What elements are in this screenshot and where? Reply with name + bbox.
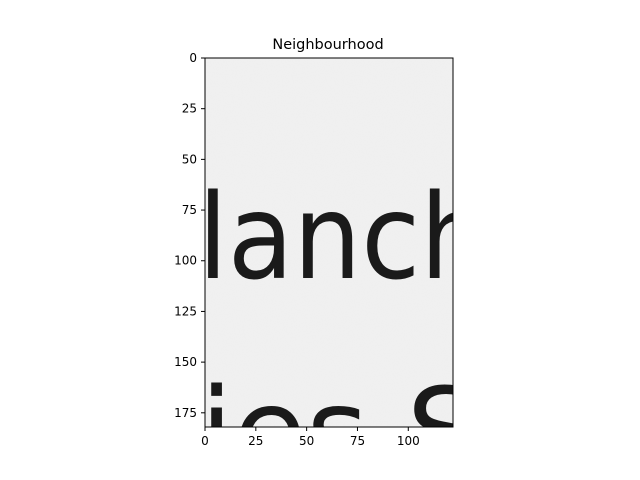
y-tick-label: 50 (182, 152, 197, 166)
axes-frame (204, 57, 454, 428)
y-axis: 0 25 50 75 100 125 150 175 (174, 51, 205, 420)
y-tick-label: 0 (189, 51, 197, 65)
image-text-fragment-2: ies S (200, 362, 482, 480)
y-tick-label: 25 (182, 102, 197, 116)
image-grain (205, 58, 453, 427)
y-tick-label: 175 (174, 406, 197, 420)
image-plot-area: lanch ies S (198, 58, 488, 480)
y-tick-label: 100 (174, 254, 197, 268)
y-tick-label: 125 (174, 304, 197, 318)
image-text-fragment-1: lanch (198, 168, 488, 306)
x-tick-label: 100 (397, 434, 420, 448)
chart-title: Neighbourhood (272, 37, 383, 53)
x-tick-label: 50 (299, 434, 314, 448)
y-tick-label: 75 (182, 203, 197, 217)
x-axis: 0 25 50 75 100 (201, 427, 420, 448)
x-tick-label: 25 (248, 434, 263, 448)
x-tick-label: 75 (350, 434, 365, 448)
y-tick-label: 150 (174, 355, 197, 369)
x-tick-label: 0 (201, 434, 209, 448)
